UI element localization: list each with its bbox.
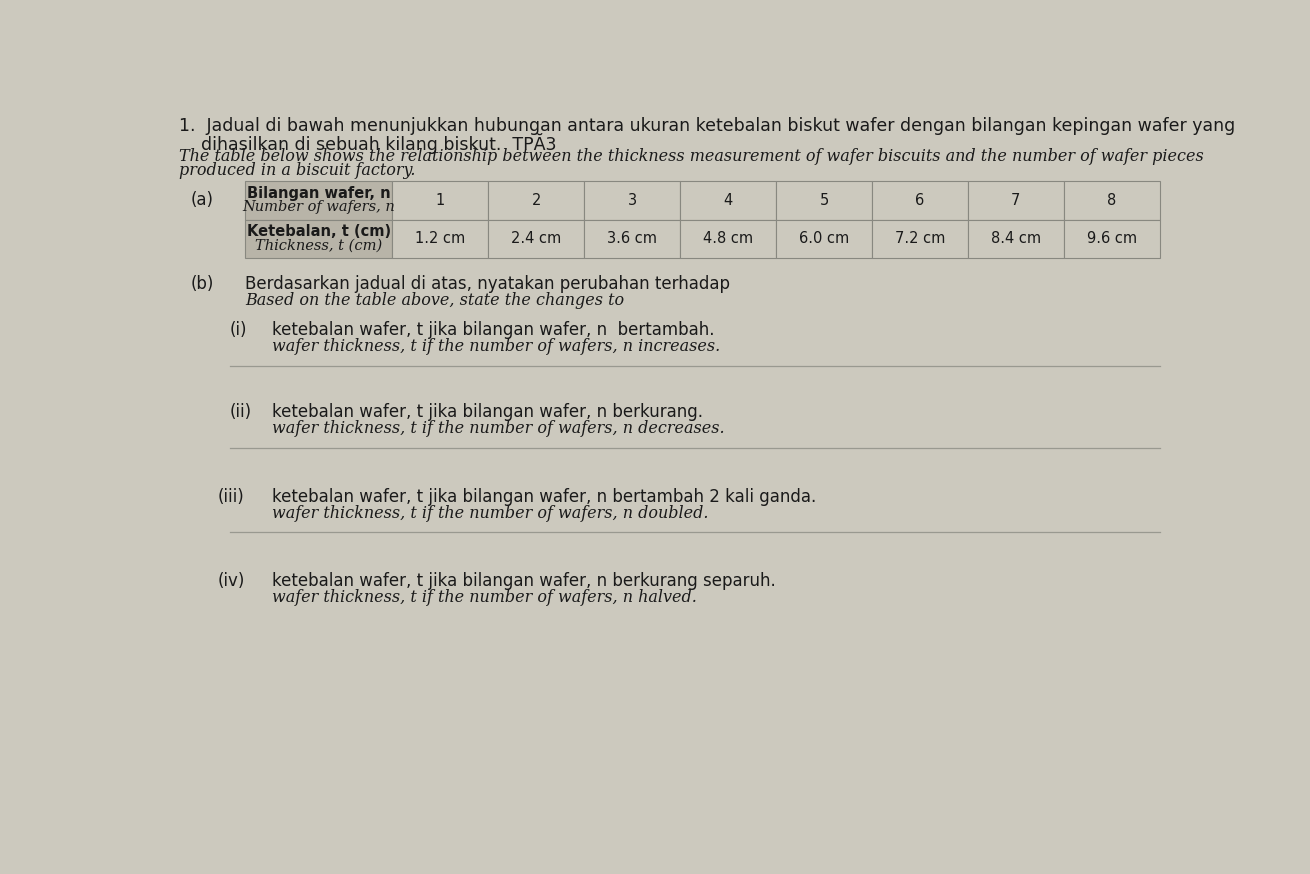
Bar [489, 181, 584, 219]
Text: ketebalan wafer, t jika bilangan wafer, n bertambah 2 kali ganda.: ketebalan wafer, t jika bilangan wafer, … [272, 488, 816, 505]
Text: ketebalan wafer, t jika bilangan wafer, n  bertambah.: ketebalan wafer, t jika bilangan wafer, … [272, 322, 715, 339]
Text: (b): (b) [191, 275, 215, 293]
Text: 7: 7 [1011, 193, 1020, 208]
Text: ketebalan wafer, t jika bilangan wafer, n berkurang.: ketebalan wafer, t jika bilangan wafer, … [272, 403, 703, 421]
Text: 5: 5 [819, 193, 829, 208]
Bar [968, 219, 1064, 258]
Text: 2.4 cm: 2.4 cm [511, 232, 562, 246]
Bar [245, 219, 393, 258]
Text: 8.4 cm: 8.4 cm [990, 232, 1041, 246]
Text: (iv): (iv) [217, 572, 245, 590]
Bar [872, 181, 968, 219]
Bar [245, 181, 393, 219]
Text: 4.8 cm: 4.8 cm [703, 232, 753, 246]
Text: (i): (i) [229, 322, 248, 339]
Bar [680, 181, 776, 219]
Bar [584, 181, 680, 219]
Text: Bilangan wafer, n: Bilangan wafer, n [248, 186, 390, 201]
Text: 4: 4 [723, 193, 732, 208]
Text: 6.0 cm: 6.0 cm [799, 232, 849, 246]
Bar [968, 181, 1064, 219]
Text: produced in a biscuit factory.: produced in a biscuit factory. [179, 162, 415, 179]
Bar [393, 219, 489, 258]
Text: Ketebalan, t (cm): Ketebalan, t (cm) [246, 225, 390, 239]
Bar [872, 219, 968, 258]
Text: Number of wafers, n: Number of wafers, n [242, 200, 396, 214]
Bar [584, 219, 680, 258]
Text: 9.6 cm: 9.6 cm [1086, 232, 1137, 246]
Text: wafer thickness, t if the number of wafers, n halved.: wafer thickness, t if the number of wafe… [272, 589, 697, 607]
Bar [1064, 219, 1159, 258]
Bar [489, 219, 584, 258]
Text: wafer thickness, t if the number of wafers, n increases.: wafer thickness, t if the number of wafe… [272, 338, 720, 355]
Text: (ii): (ii) [229, 403, 252, 421]
Text: 2: 2 [532, 193, 541, 208]
Text: (iii): (iii) [217, 488, 245, 505]
Bar [680, 219, 776, 258]
Bar [393, 181, 489, 219]
Text: 3: 3 [627, 193, 637, 208]
Text: 8: 8 [1107, 193, 1116, 208]
Text: 6: 6 [916, 193, 925, 208]
Text: 1.  Jadual di bawah menunjukkan hubungan antara ukuran ketebalan biskut wafer de: 1. Jadual di bawah menunjukkan hubungan … [179, 117, 1235, 135]
Bar [1064, 181, 1159, 219]
Text: (a): (a) [191, 191, 214, 210]
Text: ketebalan wafer, t jika bilangan wafer, n berkurang separuh.: ketebalan wafer, t jika bilangan wafer, … [272, 572, 776, 590]
Text: dihasilkan di sebuah kilang biskut.  TPĂ3: dihasilkan di sebuah kilang biskut. TPĂ3 [179, 133, 557, 154]
Text: 1.2 cm: 1.2 cm [415, 232, 465, 246]
Bar [776, 181, 872, 219]
Text: 7.2 cm: 7.2 cm [895, 232, 945, 246]
Text: Based on the table above, state the changes to: Based on the table above, state the chan… [245, 292, 625, 309]
Text: Berdasarkan jadual di atas, nyatakan perubahan terhadap: Berdasarkan jadual di atas, nyatakan per… [245, 275, 730, 293]
Text: wafer thickness, t if the number of wafers, n decreases.: wafer thickness, t if the number of wafe… [272, 420, 724, 437]
Text: The table below shows the relationship between the thickness measurement of wafe: The table below shows the relationship b… [179, 148, 1204, 165]
Text: 1: 1 [436, 193, 445, 208]
Text: Thickness, t (cm): Thickness, t (cm) [255, 239, 383, 253]
Text: wafer thickness, t if the number of wafers, n doubled.: wafer thickness, t if the number of wafe… [272, 504, 709, 522]
Bar [776, 219, 872, 258]
Text: 3.6 cm: 3.6 cm [607, 232, 658, 246]
